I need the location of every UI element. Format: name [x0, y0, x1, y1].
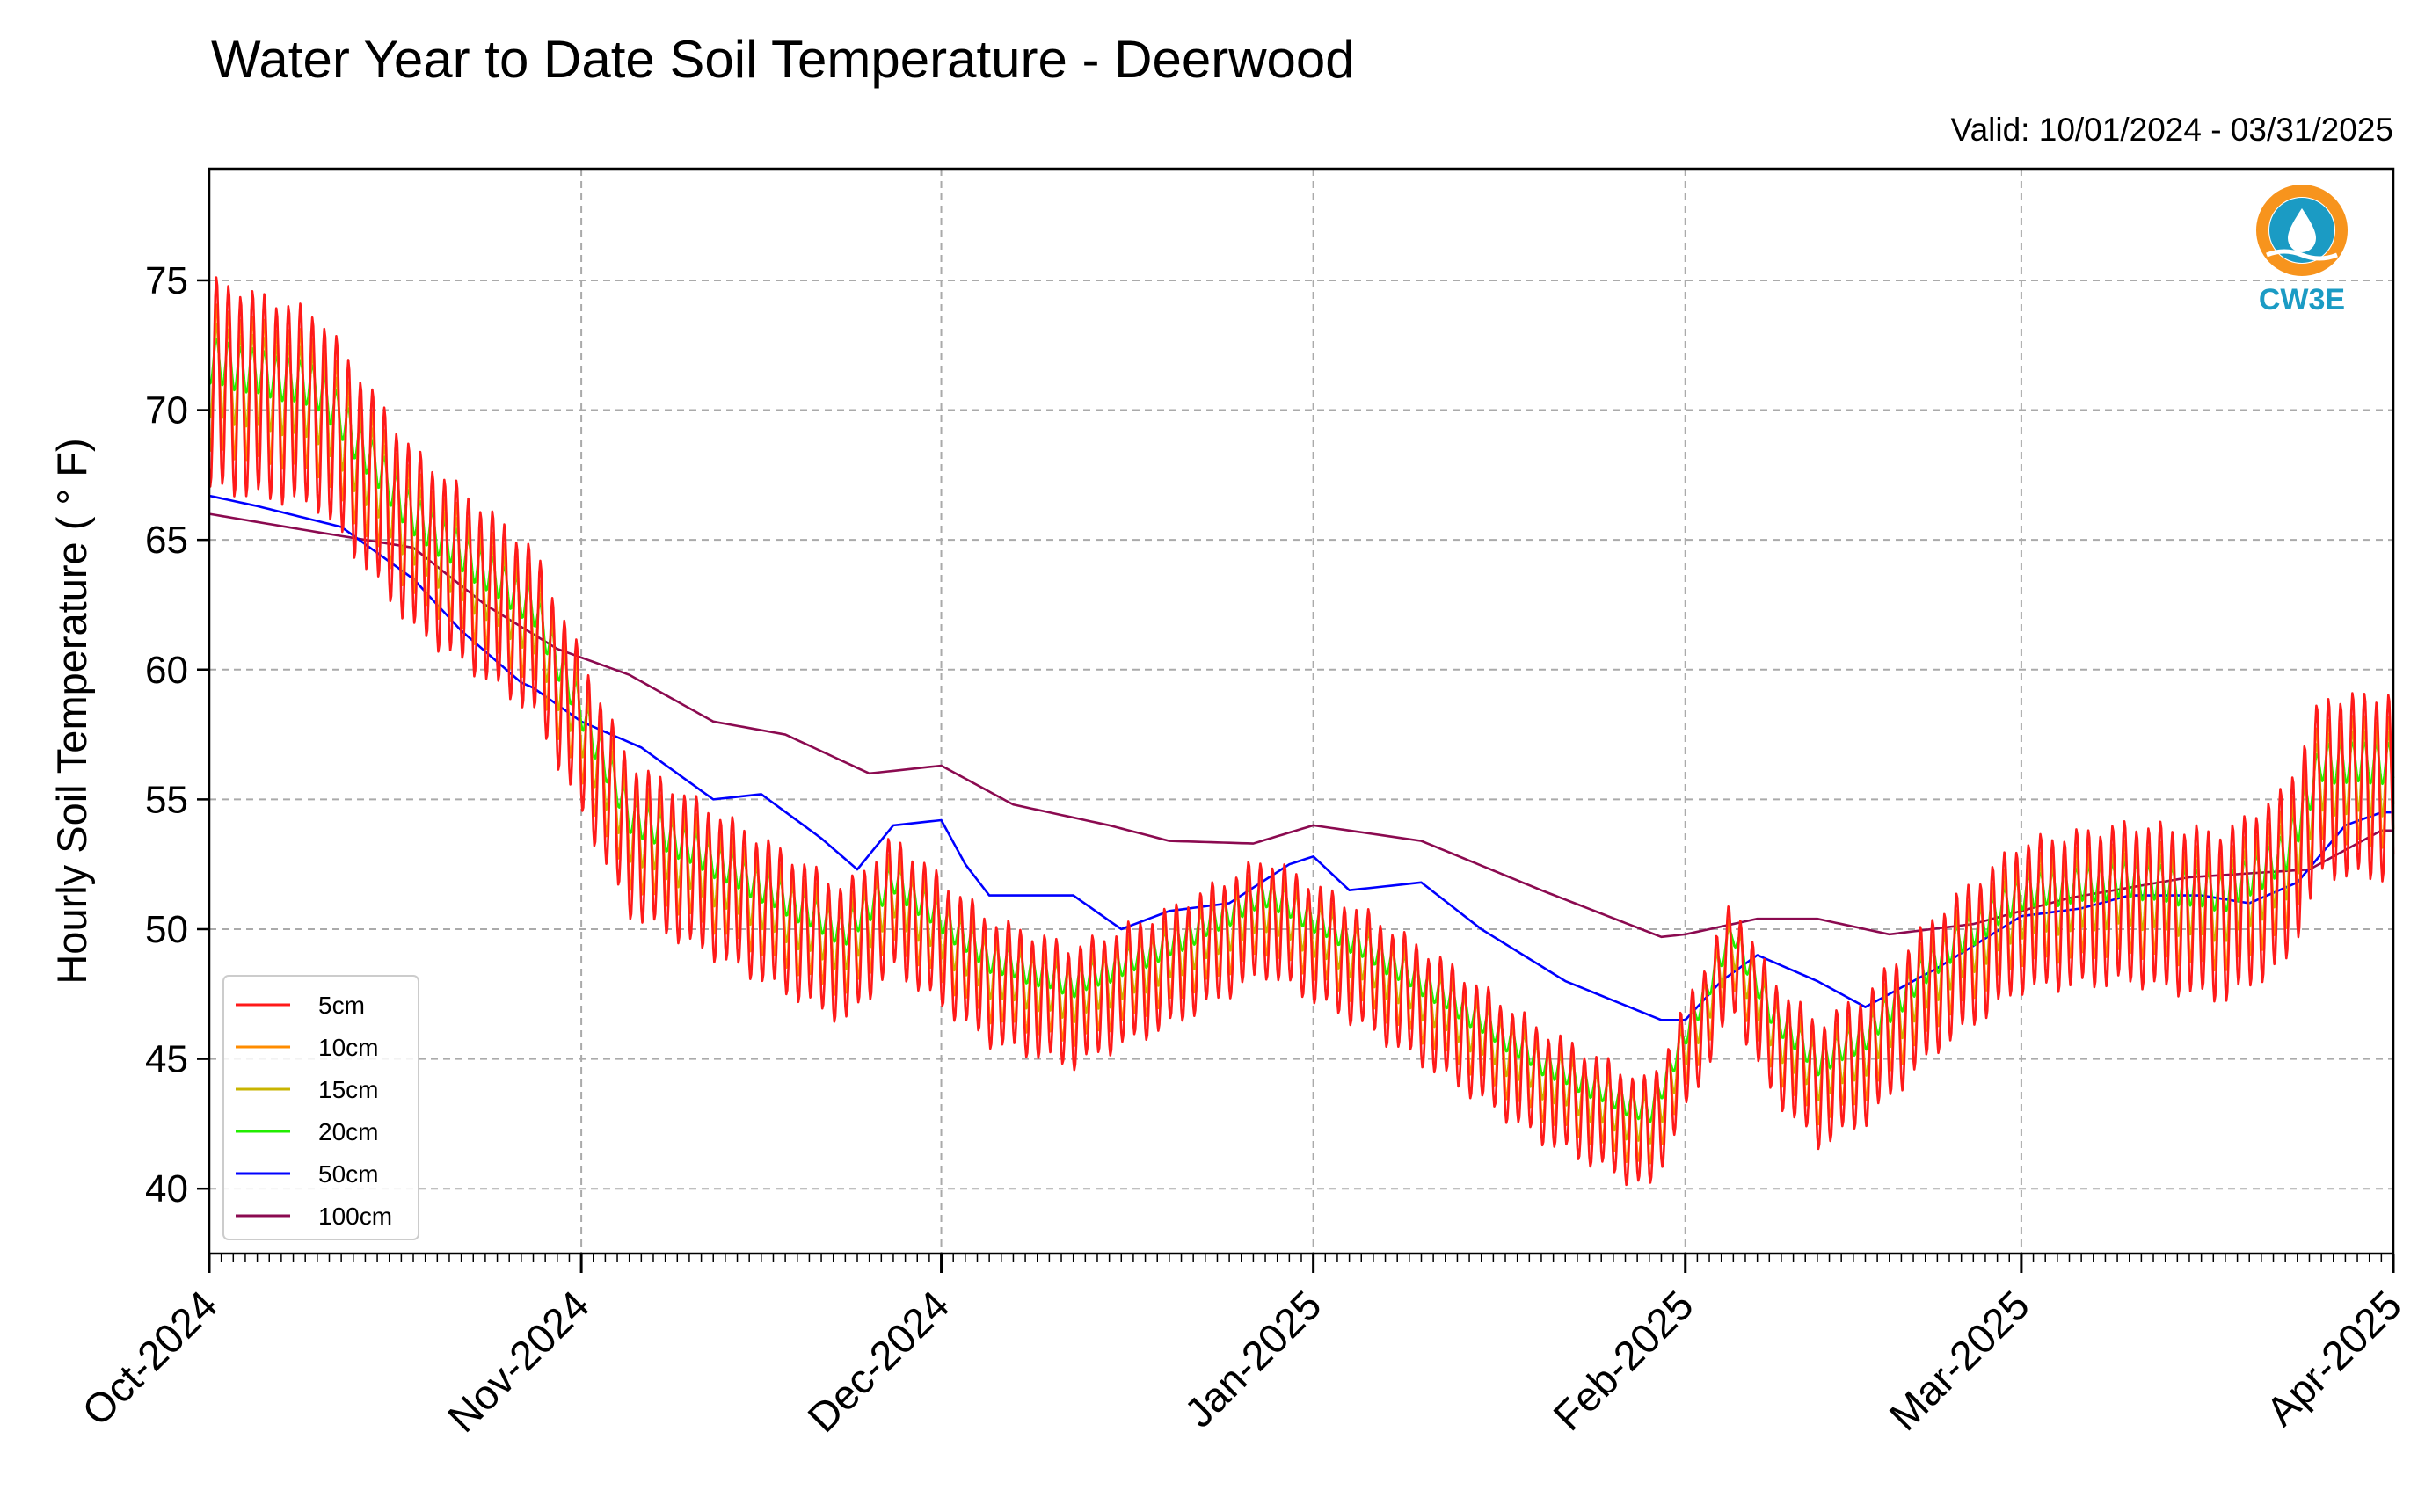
- x-tick-label: Nov-2024: [439, 1282, 599, 1442]
- series-10cm-line: [208, 303, 2395, 1165]
- legend-label-20cm: 20cm: [318, 1118, 378, 1145]
- grid: [209, 169, 2393, 1254]
- y-tick-label: 50: [145, 908, 188, 951]
- x-tick-label: Mar-2025: [1880, 1282, 2038, 1440]
- y-tick-label: 75: [145, 259, 188, 302]
- legend-label-5cm: 5cm: [318, 992, 365, 1019]
- plot-frame: [208, 167, 2395, 1255]
- cw3e-logo: CW3E: [2256, 185, 2348, 316]
- y-tick-label: 40: [145, 1167, 188, 1210]
- axes: 40 45 50 55 60 65 70 75 Oct-2024 Nov-2024 Dec-2024…: [73, 259, 2410, 1441]
- plot-lines: [208, 276, 2395, 1187]
- y-tick-label: 60: [145, 649, 188, 692]
- legend: 5cm 10cm 15cm 20cm 50cm 100cm: [222, 975, 419, 1240]
- legend-label-100cm: 100cm: [318, 1203, 392, 1230]
- y-tick-label: 45: [145, 1038, 188, 1081]
- y-tick-label: 65: [145, 519, 188, 562]
- x-tick-label: Feb-2025: [1544, 1282, 1702, 1440]
- x-tick-label: Jan-2025: [1176, 1282, 1330, 1436]
- water-drop-icon: [2288, 208, 2316, 252]
- x-tick-label: Dec-2024: [798, 1282, 958, 1442]
- series-20cm-line: [208, 337, 2395, 1123]
- chart-subtitle: Valid: 10/01/2024 - 03/31/2025: [1951, 112, 2393, 148]
- chart-title: Water Year to Date Soil Temperature - De…: [211, 30, 1355, 89]
- x-tick-label: Oct-2024: [73, 1282, 226, 1435]
- logo-text: CW3E: [2259, 283, 2345, 316]
- legend-label-50cm: 50cm: [318, 1160, 378, 1188]
- legend-label-15cm: 15cm: [318, 1076, 378, 1103]
- series-15cm-line: [208, 323, 2395, 1145]
- y-axis-label: Hourly Soil Temperature ( ° F): [48, 438, 95, 984]
- y-tick-label: 70: [145, 389, 188, 433]
- y-tick-label: 55: [145, 778, 188, 821]
- legend-label-10cm: 10cm: [318, 1034, 378, 1061]
- series-5cm-line: [208, 276, 2395, 1187]
- logo-wave: [2266, 249, 2338, 261]
- series-100cm-line: [208, 512, 2393, 939]
- logo-ring: [2256, 185, 2348, 276]
- x-tick-label: Apr-2025: [2257, 1282, 2410, 1435]
